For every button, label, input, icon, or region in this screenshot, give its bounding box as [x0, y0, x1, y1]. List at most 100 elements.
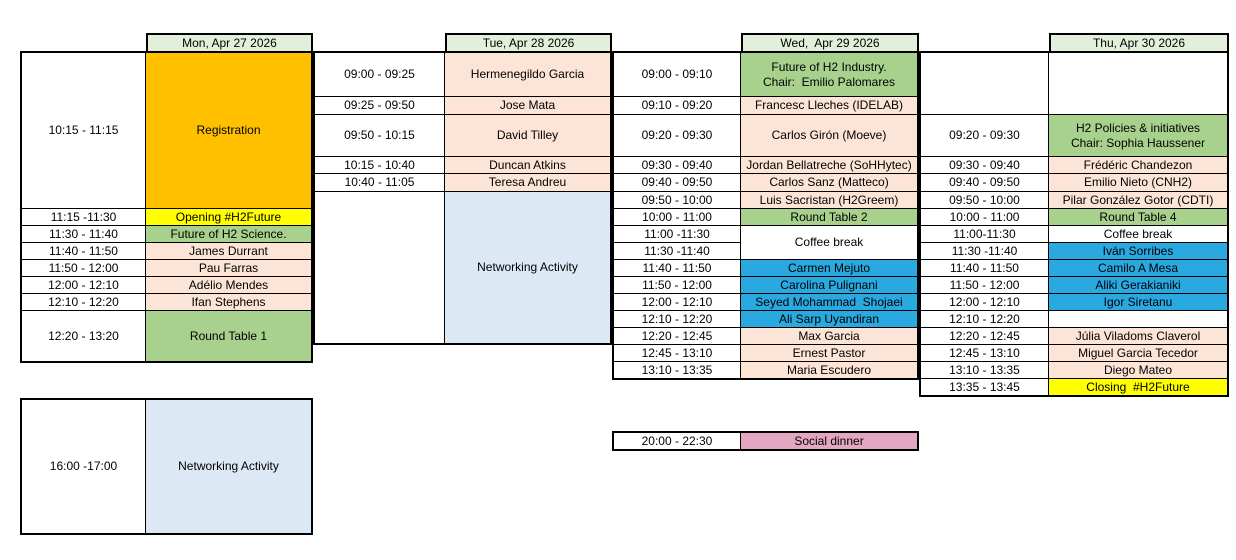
time-cell[interactable]: 12:10 - 12:20	[614, 311, 740, 327]
event-cell[interactable]: Pilar González Gotor (CDTI)	[1049, 192, 1227, 208]
event-cell[interactable]: Ali Sarp Uyandiran	[741, 311, 917, 327]
event-cell[interactable]: Future of H2 Industry. Chair: Emilio Pal…	[741, 53, 917, 96]
event-cell[interactable]: Coffee break	[741, 226, 917, 259]
event-cell[interactable]: David Tilley	[445, 115, 610, 156]
time-cell[interactable]: 09:00 - 09:10	[614, 53, 740, 96]
time-cell[interactable]: 11:40 - 11:50	[921, 260, 1048, 276]
time-cell[interactable]: 12:45 - 13:10	[921, 345, 1048, 361]
time-cell[interactable]: 12:20 - 12:45	[614, 328, 740, 344]
day-header-tuesday[interactable]: Tue, Apr 28 2026	[445, 33, 612, 51]
time-cell[interactable]: 12:20 - 13:20	[22, 311, 145, 361]
time-cell[interactable]: 09:50 - 10:00	[921, 192, 1048, 208]
event-cell[interactable]: Opening #H2Future	[146, 209, 311, 225]
event-cell[interactable]: Pau Farras	[146, 260, 311, 276]
event-cell[interactable]: Aliki Gerakianiki	[1049, 277, 1227, 293]
time-cell[interactable]: 12:45 - 13:10	[614, 345, 740, 361]
event-cell[interactable]: Round Table 4	[1049, 209, 1227, 225]
event-cell[interactable]: Miguel Garcia Tecedor	[1049, 345, 1227, 361]
event-cell[interactable]: Ernest Pastor	[741, 345, 917, 361]
event-cell[interactable]: Ifan Stephens	[146, 294, 311, 310]
day-header-wednesday[interactable]: Wed, Apr 29 2026	[741, 33, 919, 51]
time-cell[interactable]: 12:20 - 12:45	[921, 328, 1048, 344]
event-cell[interactable]: Diego Mateo	[1049, 362, 1227, 378]
event-cell[interactable]: Jordan Bellatreche (SoHHytec)	[741, 157, 917, 173]
time-cell[interactable]: 09:50 - 10:00	[614, 192, 740, 208]
time-cell[interactable]: 09:20 - 09:30	[921, 115, 1048, 156]
event-cell[interactable]: Igor Siretanu	[1049, 294, 1227, 310]
time-cell[interactable]: 11:30 -11:40	[921, 243, 1048, 259]
time-cell[interactable]: 13:35 - 13:45	[921, 379, 1048, 395]
event-cell[interactable]: Frédéric Chandezon	[1049, 157, 1227, 173]
time-cell[interactable]: 11:15 -11:30	[22, 209, 145, 225]
time-cell[interactable]: 09:00 - 09:25	[315, 53, 444, 96]
event-cell[interactable]: Networking Activity	[146, 400, 311, 533]
event-cell[interactable]: Coffee break	[1049, 226, 1227, 242]
time-cell[interactable]: 10:15 - 10:40	[315, 157, 444, 173]
event-cell[interactable]: Registration	[146, 53, 311, 208]
event-cell[interactable]: Carmen Mejuto	[741, 260, 917, 276]
event-cell[interactable]: Emilio Nieto (CNH2)	[1049, 174, 1227, 191]
event-cell[interactable]	[1049, 311, 1227, 327]
time-cell[interactable]: 10:00 - 11:00	[614, 209, 740, 225]
event-cell[interactable]: Iván Sorribes	[1049, 243, 1227, 259]
time-cell[interactable]: 11:30 - 11:40	[22, 226, 145, 242]
time-cell[interactable]: 20:00 - 22:30	[614, 433, 740, 449]
time-cell[interactable]: 12:10 - 12:20	[921, 311, 1048, 327]
time-cell[interactable]: 13:10 - 13:35	[921, 362, 1048, 378]
time-cell[interactable]: 11:40 - 11:50	[22, 243, 145, 259]
day-header-thursday[interactable]: Thu, Apr 30 2026	[1049, 33, 1229, 51]
event-cell[interactable]: Networking Activity	[445, 192, 610, 343]
event-cell[interactable]: Round Table 2	[741, 209, 917, 225]
time-cell[interactable]: 09:25 - 09:50	[315, 97, 444, 114]
time-cell[interactable]: 09:30 - 09:40	[921, 157, 1048, 173]
social-dinner-block: 20:00 - 22:30 Social dinner	[612, 431, 919, 451]
event-cell[interactable]: Adélio Mendes	[146, 277, 311, 293]
time-cell[interactable]: 12:00 - 12:10	[921, 294, 1048, 310]
time-cell[interactable]: 10:40 - 11:05	[315, 174, 444, 191]
event-cell[interactable]: Francesc Lleches (IDELAB)	[741, 97, 917, 114]
time-cell[interactable]: 12:10 - 12:20	[22, 294, 145, 310]
time-cell[interactable]: 09:10 - 09:20	[614, 97, 740, 114]
time-cell[interactable]: 09:50 - 10:15	[315, 115, 444, 156]
time-cell[interactable]: 09:40 - 09:50	[614, 174, 740, 191]
event-cell[interactable]: H2 Policies & initiatives Chair: Sophia …	[1049, 115, 1227, 156]
time-cell[interactable]: 09:40 - 09:50	[921, 174, 1048, 191]
event-cell[interactable]: Closing #H2Future	[1049, 379, 1227, 395]
event-cell[interactable]: Max Garcia	[741, 328, 917, 344]
event-cell[interactable]: Carlos Girón (Moeve)	[741, 115, 917, 156]
day-header-monday[interactable]: Mon, Apr 27 2026	[146, 33, 313, 51]
event-cell[interactable]: Júlia Viladoms Claverol	[1049, 328, 1227, 344]
time-cell[interactable]: 09:30 - 09:40	[614, 157, 740, 173]
time-cell[interactable]: 16:00 -17:00	[22, 400, 145, 533]
time-cell[interactable]: 11:50 - 12:00	[614, 277, 740, 293]
event-cell[interactable]: Round Table 1	[146, 311, 311, 361]
time-cell[interactable]	[921, 53, 1048, 114]
event-cell[interactable]: Teresa Andreu	[445, 174, 610, 191]
time-cell[interactable]: 11:50 - 12:00	[921, 277, 1048, 293]
event-cell[interactable]: Maria Escudero	[741, 362, 917, 378]
time-cell[interactable]: 11:50 - 12:00	[22, 260, 145, 276]
time-cell[interactable]: 13:10 - 13:35	[614, 362, 740, 378]
time-cell[interactable]: 11:40 - 11:50	[614, 260, 740, 276]
time-cell[interactable]: 12:00 - 12:10	[614, 294, 740, 310]
event-cell[interactable]: Camilo A Mesa	[1049, 260, 1227, 276]
time-cell[interactable]: 11:00 -11:30	[614, 226, 740, 242]
event-cell[interactable]: James Durrant	[146, 243, 311, 259]
event-cell[interactable]: Seyed Mohammad Shojaei	[741, 294, 917, 310]
event-cell[interactable]: Carlos Sanz (Matteco)	[741, 174, 917, 191]
event-cell[interactable]: Future of H2 Science.	[146, 226, 311, 242]
time-cell[interactable]: 11:00-11:30	[921, 226, 1048, 242]
time-cell[interactable]	[315, 192, 444, 343]
event-cell[interactable]: Jose Mata	[445, 97, 610, 114]
event-cell[interactable]: Social dinner	[741, 433, 917, 449]
time-cell[interactable]: 12:00 - 12:10	[22, 277, 145, 293]
event-cell[interactable]: Hermenegildo Garcia	[445, 53, 610, 96]
time-cell[interactable]: 10:00 - 11:00	[921, 209, 1048, 225]
event-cell[interactable]: Carolina Pulignani	[741, 277, 917, 293]
time-cell[interactable]: 11:30 -11:40	[614, 243, 740, 259]
time-cell[interactable]: 10:15 - 11:15	[22, 53, 145, 208]
time-cell[interactable]: 09:20 - 09:30	[614, 115, 740, 156]
event-cell[interactable]: Luis Sacristan (H2Greem)	[741, 192, 917, 208]
event-cell[interactable]	[1049, 53, 1227, 114]
event-cell[interactable]: Duncan Atkins	[445, 157, 610, 173]
